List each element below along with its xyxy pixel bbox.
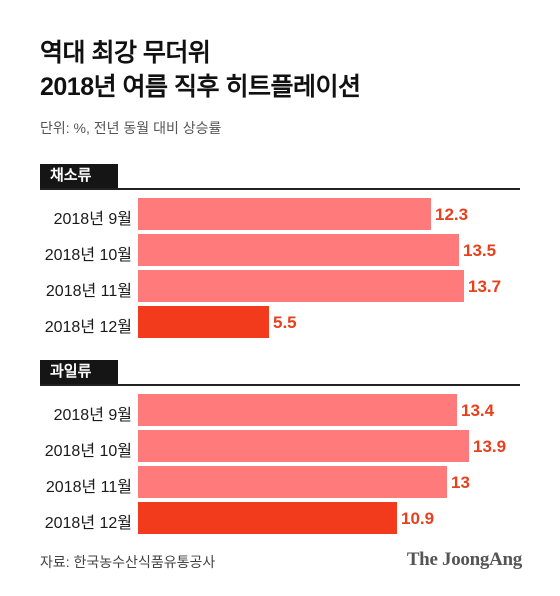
bar <box>138 430 469 462</box>
data-label: 12.3 <box>435 205 469 224</box>
section-label: 채소류 <box>40 164 118 188</box>
category-label: 2018년 10월 <box>44 247 132 264</box>
data-label: 10.9 <box>401 509 435 528</box>
unit-note: 단위: %, 전년 동월 대비 상승률 <box>40 120 222 136</box>
data-label: 13.9 <box>473 437 507 456</box>
bar <box>138 394 457 426</box>
bar <box>138 502 397 534</box>
title-line-2: 2018년 여름 직후 히트플레이션 <box>40 73 361 101</box>
category-label: 2018년 11월 <box>45 479 132 496</box>
bar <box>138 234 459 266</box>
section-divider <box>40 384 520 386</box>
section-label: 과일류 <box>40 360 118 384</box>
category-label: 2018년 12월 <box>44 515 132 532</box>
title-line-1: 역대 최강 무더위 <box>40 39 211 67</box>
data-label: 13.5 <box>463 241 497 260</box>
category-label: 2018년 10월 <box>44 443 132 460</box>
bar <box>138 306 269 338</box>
brand-logo: The JoongAng <box>406 549 522 570</box>
chart-title: 역대 최강 무더위 2018년 여름 직후 히트플레이션 <box>40 36 361 104</box>
source-note: 자료: 한국농수산식품유통공사 <box>40 554 216 570</box>
data-label: 13.4 <box>461 401 495 420</box>
bar <box>138 198 431 230</box>
bar <box>138 270 464 302</box>
category-label: 2018년 12월 <box>44 319 132 336</box>
data-label: 5.5 <box>273 313 297 332</box>
category-label: 2018년 9월 <box>53 407 132 424</box>
data-label: 13 <box>451 473 470 492</box>
bar <box>138 466 447 498</box>
section-divider <box>40 188 520 190</box>
category-label: 2018년 9월 <box>53 211 132 228</box>
data-label: 13.7 <box>468 277 502 296</box>
category-label: 2018년 11월 <box>45 283 132 300</box>
